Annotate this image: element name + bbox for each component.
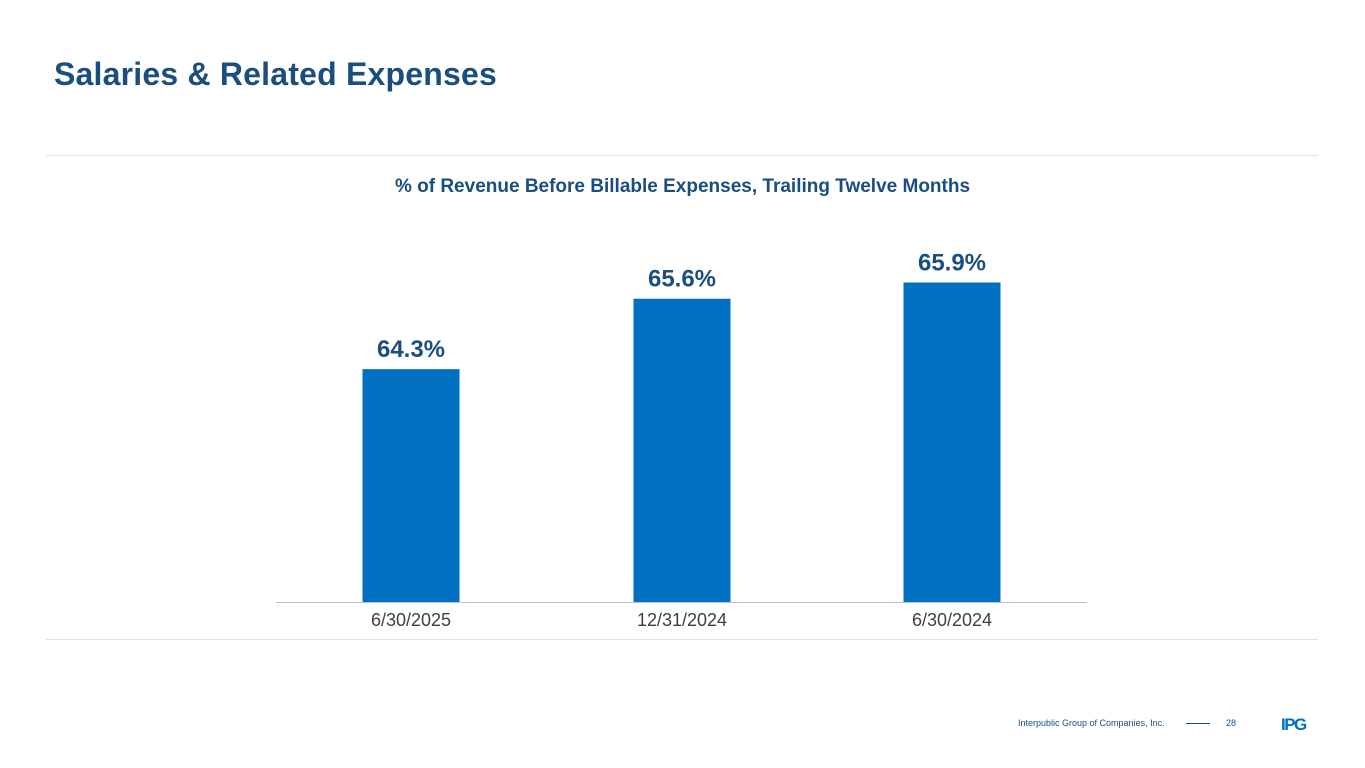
bar-1 [362,369,460,602]
bar-3 [903,282,1001,602]
x-tick-label-2: 12/31/2024 [637,610,727,630]
data-label-1: 64.3% [377,336,445,363]
bottom-divider [46,639,1318,640]
bar-2 [633,298,731,602]
data-label-3: 65.9% [918,249,986,276]
footer-separator [1186,723,1210,724]
svg-text:IPG: IPG [1281,715,1307,734]
chart-subtitle: % of Revenue Before Billable Expenses, T… [394,176,971,197]
slide-title: Salaries & Related Expenses [54,56,497,92]
x-tick-label-3: 6/30/2024 [912,610,992,630]
top-divider [46,155,1318,156]
page-number: 28 [1226,718,1237,728]
data-label-2: 65.6% [648,266,716,293]
x-tick-label-1: 6/30/2025 [371,610,451,630]
footer-company-name: Interpublic Group of Companies, Inc. [1018,718,1165,728]
ipg-logo: IPG [1281,715,1309,734]
